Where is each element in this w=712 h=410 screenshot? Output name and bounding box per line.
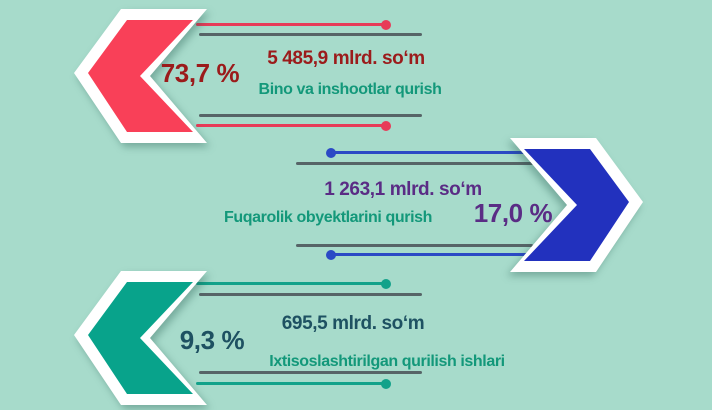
- connector-line-blue-bottom: [331, 253, 529, 256]
- segment-label: Ixtisoslashtirilgan qurilish ishlari: [269, 353, 505, 370]
- connector-line-gray-top: [199, 293, 422, 296]
- connector-line-gray-bottom: [199, 371, 422, 374]
- percent-value: 9,3 %: [179, 325, 245, 355]
- connector-line-gray-top: [296, 162, 533, 165]
- connector-line-red-top: [196, 23, 386, 26]
- chevron-right-icon: [510, 138, 643, 272]
- line-endpoint-dot: [381, 20, 391, 30]
- chevron-fill: [88, 20, 193, 132]
- line-endpoint-dot: [381, 279, 391, 289]
- line-endpoint-dot: [381, 379, 391, 389]
- connector-line-teal-bottom: [196, 382, 386, 385]
- percent-value: 17,0 %: [473, 198, 553, 228]
- connector-line-red-bottom: [196, 124, 386, 127]
- line-endpoint-dot: [381, 121, 391, 131]
- connector-line-gray-bottom: [199, 114, 422, 117]
- chevron-fill: [524, 149, 629, 261]
- chevron-outline: [510, 138, 643, 272]
- connector-line-gray-bottom: [296, 244, 533, 247]
- connector-line-blue-top: [331, 151, 529, 154]
- chevron-left-icon: [74, 9, 207, 143]
- segment-label: Fuqarolik obyektlarini qurish: [224, 209, 432, 226]
- chevron-fill: [88, 282, 193, 394]
- segment-label: Bino va inshootlar qurish: [258, 81, 442, 98]
- connector-line-gray-top: [199, 33, 422, 36]
- chevron-left-icon: [74, 271, 207, 405]
- percent-value: 73,7 %: [160, 58, 240, 88]
- amount-value: 1 263,1 mlrd. so‘m: [324, 179, 482, 200]
- chevron-outline: [74, 271, 207, 405]
- connector-line-teal-top: [196, 282, 386, 285]
- amount-value: 5 485,9 mlrd. so‘m: [267, 48, 425, 69]
- chevron-outline: [74, 9, 207, 143]
- amount-value: 695,5 mlrd. so‘m: [281, 313, 425, 334]
